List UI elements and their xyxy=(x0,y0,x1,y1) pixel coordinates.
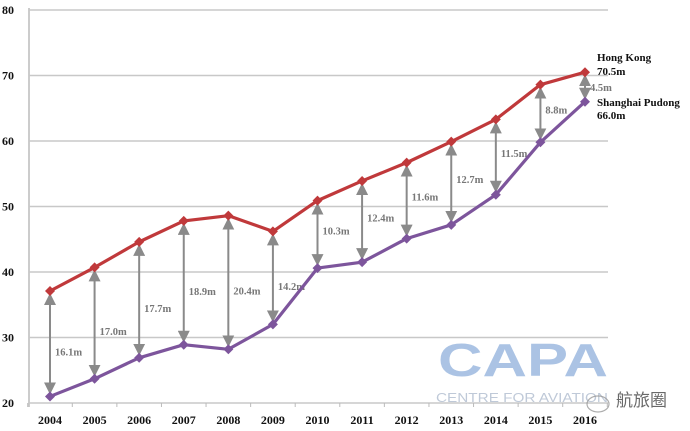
gap-label: 20.4m xyxy=(233,286,260,297)
data-point xyxy=(490,189,501,200)
data-point xyxy=(446,219,457,230)
x-tick-label: 2016 xyxy=(573,413,597,427)
y-tick-label: 80 xyxy=(2,3,14,17)
x-tick-label: 2008 xyxy=(216,413,240,427)
gap-label: 4.5m xyxy=(590,83,612,94)
gap-label: 10.3m xyxy=(323,226,350,237)
data-point xyxy=(580,96,590,107)
x-tick-label: 2006 xyxy=(127,413,151,427)
data-point xyxy=(178,339,189,350)
series-value-hong-kong: 70.5m xyxy=(597,66,625,78)
gap-label: 11.5m xyxy=(501,149,528,160)
data-point xyxy=(223,344,234,355)
x-tick-label: 2015 xyxy=(528,413,552,427)
weibo-icon xyxy=(586,395,610,413)
data-point xyxy=(134,352,145,363)
gap-arrows: 16.1m 17.0m 17.7m 18.9m 20.4m 14.2m 10.3m 12.4m… xyxy=(44,74,612,395)
series-name-hong-kong: Hong Kong xyxy=(597,52,652,64)
data-point xyxy=(267,319,278,330)
x-tick-label: 2004 xyxy=(38,413,62,427)
gap-label: 8.8m xyxy=(545,105,567,116)
data-point xyxy=(89,262,100,273)
y-tick-label: 50 xyxy=(2,200,14,214)
data-point xyxy=(535,79,546,90)
data-point xyxy=(490,114,501,125)
gap-label: 17.7m xyxy=(144,304,171,315)
x-tick-label: 2005 xyxy=(83,413,107,427)
data-point xyxy=(535,137,546,148)
x-tick-label: 2007 xyxy=(172,413,196,427)
y-tick-label: 40 xyxy=(2,265,14,279)
data-point xyxy=(134,236,145,247)
gap-label: 12.4m xyxy=(367,214,394,225)
capa-logo: CAPA xyxy=(438,334,608,386)
x-tick-label: 2011 xyxy=(350,413,373,427)
data-point xyxy=(312,195,323,206)
data-point xyxy=(580,67,590,78)
gap-label: 18.9m xyxy=(189,287,216,298)
x-tick-label: 2013 xyxy=(439,413,463,427)
x-tick-label: 2009 xyxy=(261,413,285,427)
capa-watermark: CAPA CENTRE FOR AVIATION xyxy=(436,334,608,405)
data-point xyxy=(45,391,55,402)
data-point xyxy=(401,233,412,244)
capa-tagline: CENTRE FOR AVIATION xyxy=(436,390,608,405)
data-point xyxy=(223,210,234,221)
gap-label: 12.7m xyxy=(456,175,483,186)
data-point xyxy=(357,257,368,268)
x-tick-label: 2012 xyxy=(395,413,419,427)
series-lines xyxy=(45,67,590,402)
gap-label: 17.0m xyxy=(100,327,127,338)
gap-label: 14.2m xyxy=(278,282,305,293)
weibo-text: 航旅圈 xyxy=(616,391,667,411)
y-tick-label: 60 xyxy=(2,134,14,148)
data-point xyxy=(401,157,412,168)
gap-label: 11.6m xyxy=(412,193,439,204)
gap-label: 16.1m xyxy=(55,348,82,359)
x-tick-label: 2010 xyxy=(306,413,330,427)
series-value-shanghai-pudong: 66.0m xyxy=(597,110,625,122)
weibo-watermark: 航旅圈 xyxy=(586,391,667,413)
data-point xyxy=(89,373,100,384)
data-point xyxy=(357,175,368,186)
data-point xyxy=(312,263,323,274)
series-name-shanghai-pudong: Shanghai Pudong xyxy=(597,97,680,109)
x-axis: 2004 2005 2006 2007 2008 2009 2010 2011 2012 2013… xyxy=(27,403,608,427)
data-point xyxy=(45,285,55,296)
x-tick-label: 2014 xyxy=(484,413,508,427)
data-point xyxy=(267,226,278,237)
data-point xyxy=(446,136,457,147)
y-tick-label: 30 xyxy=(2,331,14,345)
y-tick-label: 70 xyxy=(2,69,14,83)
data-point xyxy=(178,215,189,226)
y-tick-label: 20 xyxy=(2,396,14,410)
y-axis: 20 30 40 50 60 70 80 xyxy=(2,3,14,410)
